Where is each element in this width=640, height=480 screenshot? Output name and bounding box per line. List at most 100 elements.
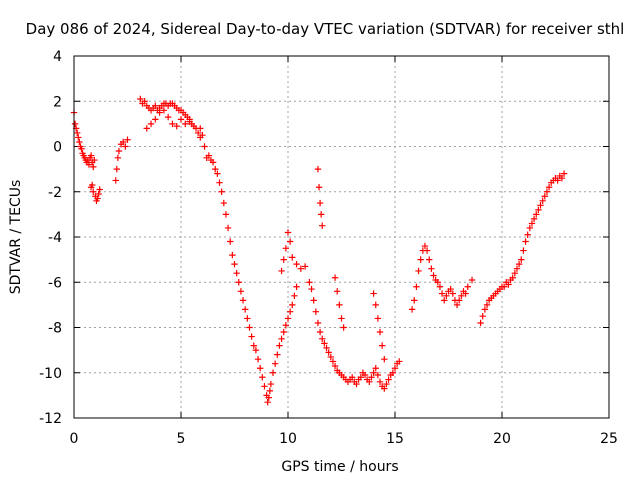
data-point <box>334 288 341 295</box>
data-point <box>415 267 422 275</box>
data-point <box>250 342 257 349</box>
data-point <box>464 283 471 290</box>
data-point <box>389 369 397 376</box>
data-point <box>428 265 435 272</box>
data-point <box>434 279 441 286</box>
data-point <box>306 279 313 286</box>
data-point <box>301 263 309 270</box>
data-points <box>70 95 568 406</box>
data-point <box>87 152 95 159</box>
data-point <box>233 270 240 277</box>
data-point <box>160 107 168 114</box>
data-point <box>462 290 469 297</box>
data-point <box>315 184 323 191</box>
data-point <box>426 256 433 263</box>
data-point <box>441 297 448 304</box>
data-point <box>554 177 561 184</box>
data-point <box>370 369 377 376</box>
data-point <box>284 315 292 322</box>
data-point <box>78 145 85 152</box>
data-point <box>137 95 144 103</box>
data-point <box>205 152 213 159</box>
y-tick-label: -8 <box>48 321 62 337</box>
data-point <box>378 342 386 349</box>
data-point <box>75 134 82 141</box>
data-point <box>74 129 81 137</box>
data-point <box>453 301 461 309</box>
data-point <box>370 290 377 297</box>
data-point <box>186 118 193 125</box>
data-point <box>265 394 272 401</box>
data-point <box>436 283 444 290</box>
data-point <box>374 315 382 322</box>
data-point <box>481 306 489 313</box>
data-point <box>500 283 508 290</box>
data-point <box>197 125 204 132</box>
data-point <box>438 290 446 297</box>
data-point <box>376 328 384 336</box>
data-point <box>530 215 538 223</box>
y-tick-label: 4 <box>53 49 62 65</box>
data-point <box>408 306 416 313</box>
data-point <box>391 365 399 372</box>
data-point <box>177 116 185 123</box>
data-point <box>76 138 83 146</box>
data-point <box>286 238 294 245</box>
data-point <box>361 371 369 379</box>
data-point <box>479 312 486 320</box>
data-point <box>385 376 392 383</box>
data-point <box>468 276 476 284</box>
data-point <box>96 186 103 193</box>
data-point <box>317 211 325 218</box>
data-point <box>323 344 330 352</box>
data-point <box>376 378 384 385</box>
data-point <box>535 206 542 214</box>
y-tick-labels: -12 -10 -8 -6 -4 -2 0 2 4 <box>39 49 62 427</box>
data-point <box>353 380 360 388</box>
data-point <box>220 199 227 207</box>
data-point <box>383 380 390 388</box>
data-point <box>246 324 253 331</box>
grid-lines <box>74 56 609 418</box>
data-point <box>256 365 264 372</box>
data-point <box>216 179 223 186</box>
data-point <box>248 333 255 340</box>
data-point <box>164 113 172 121</box>
data-point <box>483 301 491 309</box>
data-point <box>239 297 247 304</box>
data-point <box>513 265 521 272</box>
data-point <box>88 181 96 189</box>
y-tick-label: 0 <box>53 140 62 156</box>
data-point <box>264 398 271 406</box>
data-point <box>231 260 238 268</box>
data-point <box>156 109 163 116</box>
data-point <box>289 254 296 261</box>
y-axis-label: SDTVAR / TECUs <box>8 180 24 295</box>
data-point <box>329 358 337 365</box>
data-point <box>235 279 242 286</box>
x-tick-label: 10 <box>279 431 297 447</box>
data-point <box>85 161 93 168</box>
data-point <box>349 374 356 381</box>
data-point <box>327 353 334 361</box>
data-point <box>112 177 119 184</box>
data-point <box>90 163 97 171</box>
data-point <box>152 102 159 109</box>
data-point <box>443 292 450 300</box>
data-point <box>381 385 388 392</box>
data-point <box>430 272 437 279</box>
data-point <box>271 360 279 367</box>
data-point <box>421 242 429 250</box>
data-point <box>458 292 465 300</box>
data-point <box>224 224 232 232</box>
data-point <box>545 184 553 191</box>
data-point <box>278 335 285 343</box>
y-tick-label: -12 <box>39 411 62 427</box>
data-point <box>122 143 129 150</box>
data-point <box>526 224 534 232</box>
data-point <box>209 159 217 166</box>
data-point <box>252 346 260 354</box>
data-point <box>143 125 150 132</box>
y-tick-label: -10 <box>39 366 62 382</box>
data-point <box>539 197 546 204</box>
